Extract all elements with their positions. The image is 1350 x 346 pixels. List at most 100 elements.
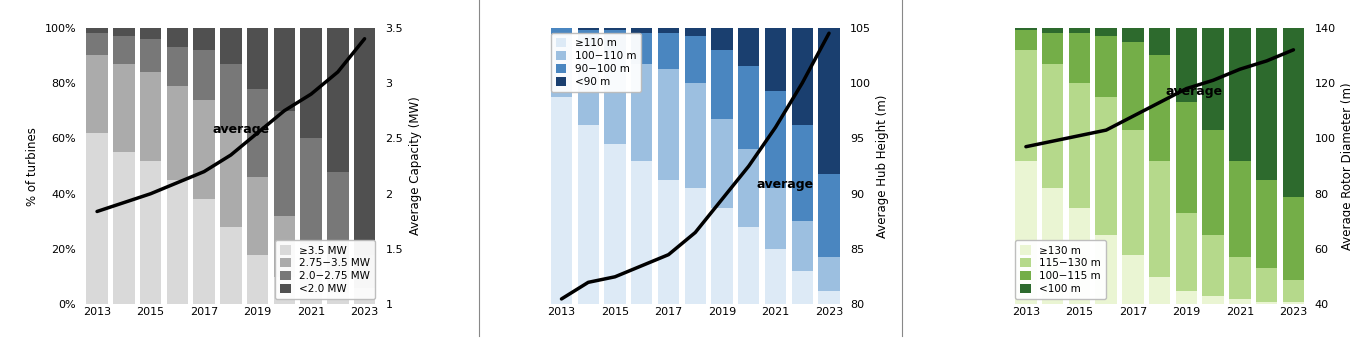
Bar [354,28,375,255]
Bar [1069,208,1091,304]
Bar [1149,161,1170,277]
Bar [1176,291,1197,304]
Bar [86,33,108,55]
Y-axis label: Average Capacity (MW): Average Capacity (MW) [409,97,421,236]
Bar [300,288,321,304]
Bar [578,47,599,125]
Bar [818,174,840,257]
Bar [327,260,348,293]
Bar [1230,161,1250,257]
Bar [220,227,242,304]
Bar [113,152,135,304]
Bar [1230,299,1250,304]
Bar [630,161,652,304]
Bar [1122,42,1143,130]
Bar [166,86,188,180]
Bar [86,133,108,304]
Bar [274,216,296,277]
Bar [657,28,679,33]
Bar [578,30,599,47]
Bar [711,119,733,208]
Legend: ≥130 m, 115−130 m, 100−115 m, <100 m: ≥130 m, 115−130 m, 100−115 m, <100 m [1015,240,1106,299]
Bar [738,149,760,227]
Bar [1149,55,1170,161]
Bar [791,125,813,221]
Bar [630,28,652,33]
Bar [1256,302,1277,304]
Bar [738,28,760,66]
Bar [1282,28,1304,197]
Bar [578,125,599,304]
Bar [711,28,733,50]
Bar [193,28,215,50]
Bar [791,28,813,125]
Bar [1095,97,1116,235]
Bar [818,257,840,291]
Bar [166,28,188,47]
Bar [605,30,625,53]
Bar [657,69,679,180]
Bar [1042,33,1064,64]
Bar [818,28,840,174]
Bar [274,28,296,111]
Bar [1095,28,1116,36]
Bar [605,53,625,144]
Bar [1203,28,1224,130]
Bar [113,64,135,152]
Bar [1230,28,1250,161]
Bar [551,97,572,304]
Bar [247,89,269,177]
Bar [1149,28,1170,55]
Bar [1122,28,1143,42]
Bar [1095,36,1116,97]
Text: average: average [757,179,814,191]
Legend: ≥110 m, 100−110 m, 90−100 m, <90 m: ≥110 m, 100−110 m, 90−100 m, <90 m [551,33,641,92]
Bar [578,28,599,30]
Bar [765,91,786,188]
Bar [220,64,242,130]
Bar [247,177,269,255]
Y-axis label: Average Rotor Diameter (m): Average Rotor Diameter (m) [1341,82,1350,250]
Bar [765,249,786,304]
Bar [1176,213,1197,291]
Bar [113,28,135,36]
Bar [1042,64,1064,188]
Bar [1095,235,1116,304]
Bar [86,28,108,33]
Bar [327,172,348,260]
Bar [1069,28,1091,33]
Bar [630,64,652,161]
Legend: ≥3.5 MW, 2.75−3.5 MW, 2.0−2.75 MW, <2.0 MW: ≥3.5 MW, 2.75−3.5 MW, 2.0−2.75 MW, <2.0 … [275,240,375,299]
Bar [1203,296,1224,304]
Bar [791,271,813,304]
Bar [1042,188,1064,304]
Bar [684,188,706,304]
Bar [354,299,375,304]
Bar [247,255,269,304]
Bar [684,83,706,188]
Bar [765,188,786,249]
Bar [1069,83,1091,208]
Bar [300,28,321,138]
Bar [354,288,375,299]
Bar [140,72,161,161]
Bar [1256,28,1277,180]
Bar [220,130,242,227]
Bar [140,28,161,39]
Bar [1122,255,1143,304]
Bar [1203,235,1224,296]
Bar [1069,33,1091,83]
Bar [657,33,679,69]
Bar [113,36,135,64]
Bar [1015,28,1037,30]
Bar [1256,268,1277,302]
Bar [791,221,813,271]
Bar [1015,50,1037,161]
Bar [1203,130,1224,235]
Bar [300,138,321,244]
Bar [657,180,679,304]
Bar [140,161,161,304]
Text: average: average [212,123,269,136]
Bar [605,144,625,304]
Bar [605,28,625,30]
